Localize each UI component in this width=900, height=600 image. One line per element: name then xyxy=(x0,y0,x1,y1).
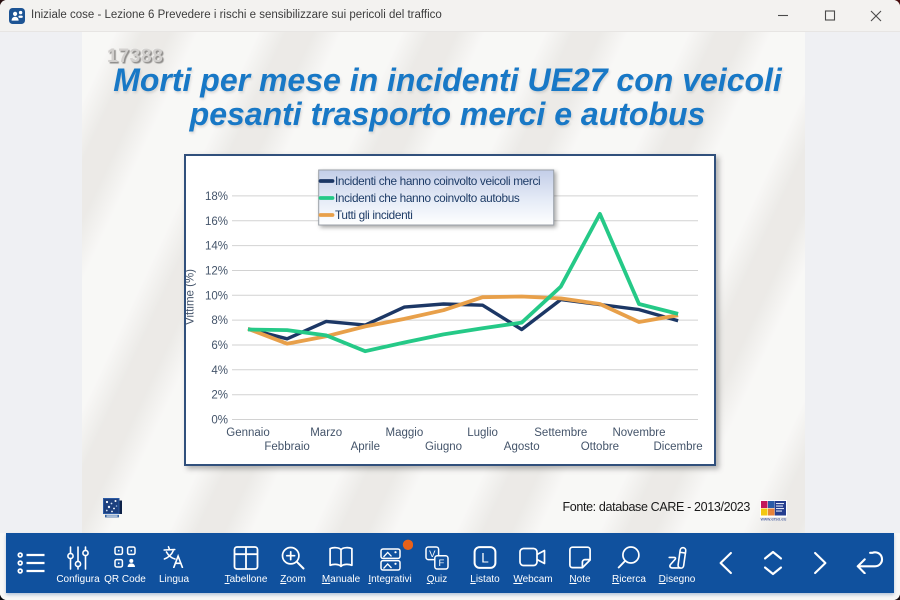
svg-text:Dicembre: Dicembre xyxy=(653,441,702,453)
svg-text:10%: 10% xyxy=(205,290,228,302)
svg-text:12%: 12% xyxy=(205,266,228,278)
svg-text:V: V xyxy=(429,549,436,560)
svg-text:2%: 2% xyxy=(211,390,228,402)
svg-text:Luglio: Luglio xyxy=(467,427,498,439)
svg-text:8%: 8% xyxy=(211,315,228,327)
svg-text:14%: 14% xyxy=(205,241,228,253)
svg-text:Tutti gli incidenti: Tutti gli incidenti xyxy=(335,208,413,222)
svg-text:18%: 18% xyxy=(205,191,228,203)
svg-text:Novembre: Novembre xyxy=(612,427,665,439)
svg-text:16%: 16% xyxy=(205,216,228,228)
svg-text:Vittime (%): Vittime (%) xyxy=(186,269,197,325)
svg-text:4%: 4% xyxy=(211,365,228,377)
svg-text:Marzo: Marzo xyxy=(310,427,342,439)
svg-text:www.erso.eu: www.erso.eu xyxy=(761,517,787,522)
svg-text:Maggio: Maggio xyxy=(386,427,424,439)
svg-text:Giugno: Giugno xyxy=(425,441,462,453)
svg-text:Febbraio: Febbraio xyxy=(264,441,309,453)
svg-text:Incidenti che hanno coinvolto: Incidenti che hanno coinvolto veicoli me… xyxy=(335,174,540,188)
svg-text:Settembre: Settembre xyxy=(534,427,587,439)
svg-text:L: L xyxy=(481,550,489,565)
svg-text:0%: 0% xyxy=(211,415,228,427)
svg-text:Agosto: Agosto xyxy=(504,441,540,453)
svg-text:Aprile: Aprile xyxy=(351,441,380,453)
svg-text:Gennaio: Gennaio xyxy=(226,427,269,439)
svg-text:Ottobre: Ottobre xyxy=(581,441,619,453)
svg-text:Incidenti che hanno coinvolto: Incidenti che hanno coinvolto autobus xyxy=(335,191,520,205)
svg-text:F: F xyxy=(438,558,444,569)
svg-text:6%: 6% xyxy=(211,340,228,352)
